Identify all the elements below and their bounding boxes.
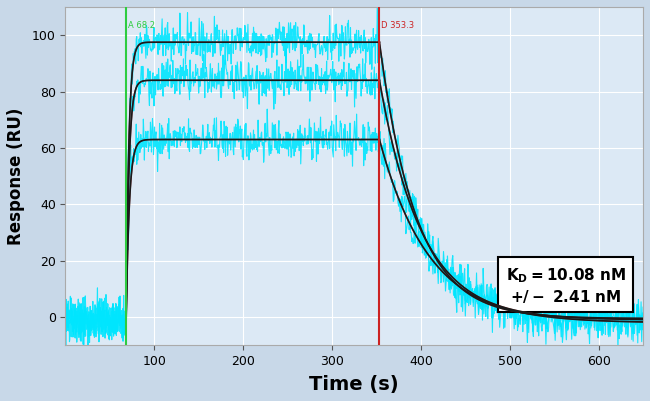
Y-axis label: Response (RU): Response (RU) [7,107,25,245]
Text: D 353.3: D 353.3 [381,21,414,30]
Text: $\mathbf{K}_\mathbf{D}$$\mathbf{= 10.08\ nM}$
$\mathbf{+/-\ 2.41\ nM}$: $\mathbf{K}_\mathbf{D}$$\mathbf{= 10.08\… [506,266,626,305]
Text: A 68.2: A 68.2 [128,21,155,30]
X-axis label: Time (s): Time (s) [309,375,399,394]
